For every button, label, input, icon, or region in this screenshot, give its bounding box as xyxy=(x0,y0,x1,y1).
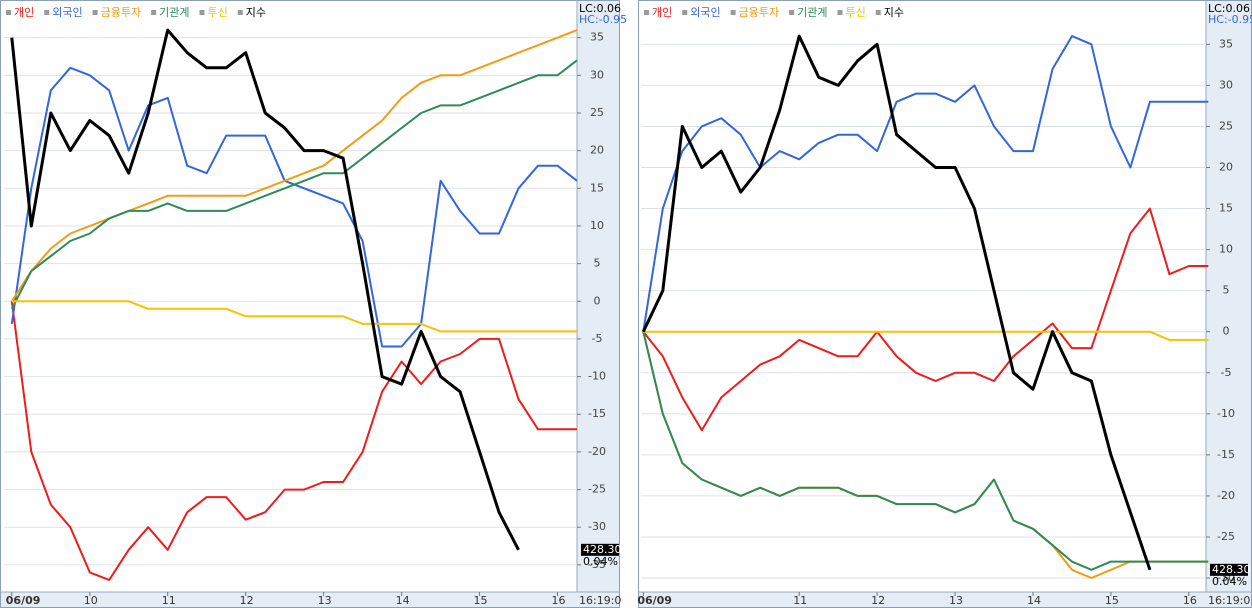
legend-label: 기관계 xyxy=(797,6,827,19)
legend-label: 기관계 xyxy=(159,6,189,19)
x-tick-label: 15 xyxy=(474,594,488,607)
legend-marker xyxy=(730,10,736,15)
panel-border xyxy=(0,0,620,608)
legend-label: 개인 xyxy=(14,6,34,19)
series-line xyxy=(643,330,1209,341)
legend-label: 개인 xyxy=(652,6,672,19)
legend-label: 투신 xyxy=(845,6,865,19)
x-axis-strip xyxy=(639,592,1251,607)
legend-marker xyxy=(92,10,98,15)
last-change: 0.04% xyxy=(583,555,618,568)
series-line xyxy=(642,331,1209,571)
hc-label: HC:-0.95 xyxy=(579,13,627,26)
y-tick-label: 25 xyxy=(590,106,604,119)
time-label: 16:19:0 xyxy=(579,594,621,607)
legend-label: 외국인 xyxy=(690,6,720,19)
y-tick-label: 0 xyxy=(1223,325,1230,338)
legend-marker xyxy=(837,10,843,15)
x-tick-label: 14 xyxy=(396,594,410,607)
y-tick-label: -5 xyxy=(592,332,603,345)
legend-marker xyxy=(789,10,795,15)
y-tick-label: 5 xyxy=(1223,284,1230,297)
legend-marker xyxy=(199,10,205,15)
x-tick-label: 13 xyxy=(949,594,963,607)
legend-label: 지수 xyxy=(884,6,904,19)
hc-label: HC:-0.95 xyxy=(1208,13,1252,26)
x-tick-label: 11 xyxy=(793,594,807,607)
y-tick-label: 10 xyxy=(590,219,604,232)
y-tick-label: 15 xyxy=(590,181,604,194)
legend-marker xyxy=(6,10,11,15)
y-tick-label: 35 xyxy=(1219,37,1233,50)
price-box xyxy=(1210,563,1248,576)
series-line xyxy=(642,35,1209,332)
series-line xyxy=(10,301,577,581)
lc-label: LC:0.06 xyxy=(579,2,621,15)
panel-border xyxy=(638,0,1252,608)
legend-label: 외국인 xyxy=(52,6,82,19)
y-tick-label: -20 xyxy=(1217,489,1235,502)
series-line xyxy=(10,59,578,310)
y-tick-label: -20 xyxy=(588,445,606,458)
x-tick-label: 06/09 xyxy=(6,594,41,607)
y-tick-label: 20 xyxy=(1219,161,1233,174)
y-tick-label: -10 xyxy=(1217,407,1235,420)
y-tick-label: 15 xyxy=(1219,202,1233,215)
y-axis-strip xyxy=(1206,1,1251,592)
x-tick-label: 16 xyxy=(1183,594,1197,607)
legend-marker xyxy=(682,10,688,15)
legend-marker xyxy=(151,10,157,15)
x-axis-strip xyxy=(1,592,619,607)
x-tick-label: 12 xyxy=(871,594,885,607)
x-tick-label: 16 xyxy=(552,594,566,607)
price-box xyxy=(581,543,619,556)
x-tick-label: 06/09 xyxy=(637,594,672,607)
x-tick-label: 12 xyxy=(240,594,254,607)
y-tick-label: -15 xyxy=(1217,448,1235,461)
last-price: 428.30 xyxy=(1212,563,1251,576)
legend-marker xyxy=(44,10,50,15)
legend-marker xyxy=(875,10,881,15)
legend-label: 투신 xyxy=(207,6,227,19)
x-tick-label: 15 xyxy=(1105,594,1119,607)
legend-label: 금융투자 xyxy=(101,6,141,19)
y-tick-label: -25 xyxy=(1217,530,1235,543)
y-axis-strip xyxy=(577,1,619,592)
series-line xyxy=(10,28,520,551)
series-line xyxy=(11,300,577,333)
x-tick-label: 14 xyxy=(1027,594,1041,607)
time-label: 16:19:0 xyxy=(1208,594,1250,607)
last-price: 428.30 xyxy=(583,543,622,556)
y-tick-label: 30 xyxy=(590,68,604,81)
y-tick-label: -15 xyxy=(588,407,606,420)
series-line xyxy=(642,207,1209,432)
y-tick-label: 0 xyxy=(594,294,601,307)
legend-label: 금융투자 xyxy=(739,6,779,19)
y-tick-label: -5 xyxy=(1221,366,1232,379)
x-tick-label: 10 xyxy=(84,594,98,607)
y-tick-label: 35 xyxy=(590,31,604,44)
y-tick-label: -25 xyxy=(588,483,606,496)
lc-label: LC:0.06 xyxy=(1208,2,1250,15)
legend-label: 지수 xyxy=(246,6,266,19)
series-line xyxy=(641,34,1152,571)
x-tick-label: 11 xyxy=(162,594,176,607)
y-tick-label: 25 xyxy=(1219,119,1233,132)
y-tick-label: 5 xyxy=(594,257,601,270)
last-change: 0.04% xyxy=(1212,575,1247,588)
y-tick-label: 20 xyxy=(590,144,604,157)
y-tick-label: 10 xyxy=(1219,243,1233,256)
y-tick-label: -35 xyxy=(588,558,606,571)
legend-marker xyxy=(237,10,243,15)
legend-marker xyxy=(644,10,649,15)
x-tick-label: 13 xyxy=(318,594,332,607)
y-tick-label: -30 xyxy=(588,520,606,533)
y-tick-label: -10 xyxy=(588,370,606,383)
y-tick-label: 30 xyxy=(1219,78,1233,91)
